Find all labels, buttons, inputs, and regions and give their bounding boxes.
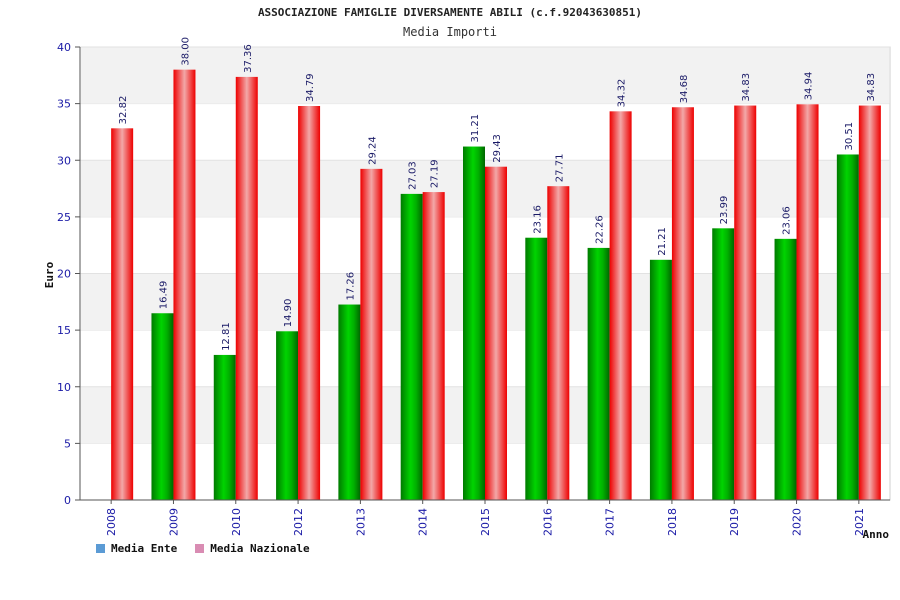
legend-item-media-ente: Media Ente	[96, 542, 177, 555]
y-tick-label: 15	[57, 324, 71, 337]
bar-media-ente-2010	[213, 354, 236, 500]
bar-media-nazionale-2015	[485, 166, 507, 500]
bar-media-ente-2017	[587, 247, 610, 500]
value-label-media-nazionale-2012: 34.79	[305, 73, 316, 102]
value-label-media-ente-2021: 30.51	[844, 122, 855, 151]
value-label-media-nazionale-2014: 27.19	[430, 159, 441, 188]
legend-swatch-media-nazionale	[195, 544, 205, 553]
x-tick-label-2020: 2020	[791, 508, 804, 536]
bar-media-nazionale-2008	[111, 128, 134, 500]
bar-media-nazionale-2021	[858, 105, 881, 501]
bar-media-ente-2015	[463, 146, 485, 500]
y-tick-label: 25	[57, 211, 71, 224]
value-label-media-nazionale-2009: 38.00	[180, 37, 191, 66]
x-tick-label-2008: 2008	[105, 508, 118, 536]
legend-label-media-ente: Media Ente	[111, 542, 178, 555]
value-label-media-ente-2017: 22.26	[595, 215, 606, 244]
value-label-media-nazionale-2013: 29.24	[367, 136, 378, 165]
bar-media-nazionale-2018	[671, 107, 694, 501]
value-label-media-ente-2010: 12.81	[221, 322, 232, 351]
x-tick-label-2018: 2018	[666, 508, 679, 536]
y-tick-label: 0	[64, 494, 71, 507]
value-label-media-ente-2012: 14.90	[283, 299, 294, 328]
y-tick-label: 40	[57, 41, 71, 54]
value-label-media-nazionale-2017: 34.32	[617, 79, 628, 108]
bar-media-ente-2013	[338, 304, 361, 500]
value-label-media-nazionale-2016: 27.71	[554, 154, 565, 183]
value-label-media-ente-2016: 23.16	[532, 205, 543, 234]
chart-subtitle: Media Importi	[403, 25, 497, 39]
x-tick-label-2009: 2009	[167, 508, 180, 536]
x-tick-label-2012: 2012	[292, 508, 305, 536]
legend: Media Ente Media Nazionale	[96, 542, 310, 555]
y-tick-label: 5	[64, 437, 71, 450]
value-label-media-ente-2015: 31.21	[470, 114, 481, 143]
value-label-media-nazionale-2019: 34.83	[741, 73, 752, 102]
bar-media-nazionale-2009	[173, 69, 196, 501]
x-tick-label-2015: 2015	[479, 508, 492, 536]
x-tick-label-2021: 2021	[853, 508, 866, 536]
value-label-media-nazionale-2008: 32.82	[118, 96, 129, 125]
x-axis-label: Anno	[863, 528, 890, 541]
value-label-media-ente-2014: 27.03	[408, 161, 419, 190]
y-tick-label: 20	[57, 268, 71, 281]
legend-item-media-nazionale: Media Nazionale	[195, 542, 310, 555]
value-label-media-nazionale-2020: 34.94	[804, 72, 815, 101]
y-axis-label: Euro	[43, 261, 56, 288]
bar-media-ente-2018	[649, 259, 672, 500]
chart-title: ASSOCIAZIONE FAMIGLIE DIVERSAMENTE ABILI…	[257, 6, 643, 19]
bar-media-ente-2021	[836, 154, 859, 500]
legend-swatch-media-ente	[96, 544, 105, 553]
bar-media-nazionale-2014	[422, 192, 445, 501]
bar-media-ente-2016	[525, 237, 548, 500]
x-tick-label-2017: 2017	[604, 508, 617, 536]
value-label-media-ente-2018: 21.21	[657, 227, 668, 256]
value-label-media-nazionale-2018: 34.68	[679, 75, 690, 104]
bar-media-ente-2020	[774, 238, 797, 500]
bar-media-ente-2009	[151, 313, 174, 500]
legend-label-media-nazionale: Media Nazionale	[210, 542, 310, 555]
x-tick-label-2019: 2019	[728, 508, 741, 536]
value-label-media-nazionale-2021: 34.83	[866, 73, 877, 102]
x-tick-label-2016: 2016	[541, 508, 554, 536]
value-label-media-ente-2013: 17.26	[345, 272, 356, 301]
value-label-media-nazionale-2010: 37.36	[243, 44, 254, 73]
bar-media-nazionale-2020	[796, 104, 819, 500]
y-tick-label: 30	[57, 154, 71, 167]
value-label-media-nazionale-2015: 29.43	[492, 134, 503, 163]
grid-band	[81, 47, 889, 104]
x-tick-label-2014: 2014	[417, 508, 430, 536]
y-tick-label: 10	[57, 381, 71, 394]
value-label-media-ente-2009: 16.49	[158, 281, 169, 310]
value-label-media-ente-2019: 23.99	[719, 196, 730, 225]
bar-media-nazionale-2013	[360, 168, 383, 500]
bar-media-nazionale-2010	[235, 76, 258, 500]
bar-media-ente-2014	[400, 193, 423, 500]
bar-media-ente-2019	[712, 228, 735, 501]
x-tick-label-2013: 2013	[354, 508, 367, 536]
bar-media-ente-2012	[276, 331, 299, 500]
bar-media-nazionale-2019	[734, 105, 757, 501]
bar-media-nazionale-2016	[547, 186, 570, 500]
y-tick-label: 35	[57, 98, 71, 111]
bar-media-nazionale-2012	[298, 106, 321, 501]
x-tick-label-2010: 2010	[230, 508, 243, 536]
bar-media-nazionale-2017	[609, 111, 632, 501]
value-label-media-ente-2020: 23.06	[782, 206, 793, 235]
